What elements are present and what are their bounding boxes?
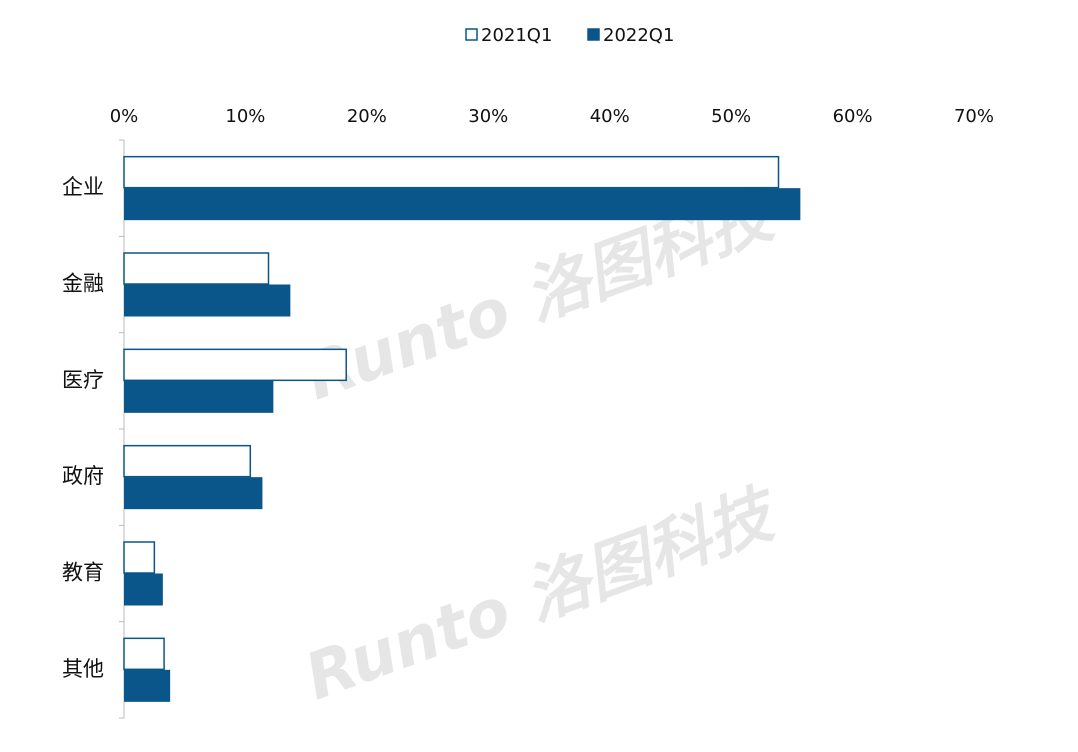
- bar: [124, 573, 163, 606]
- x-tick-label: 30%: [468, 106, 508, 127]
- x-tick-label: 20%: [347, 106, 387, 127]
- bar: [124, 669, 171, 702]
- legend-swatch: [587, 28, 600, 41]
- y-tick-label: 政府: [62, 464, 104, 488]
- x-tick-label: 40%: [590, 106, 630, 127]
- bar: [123, 444, 252, 478]
- y-tick-label: 医疗: [62, 368, 104, 392]
- bar: [123, 637, 165, 671]
- bar: [124, 284, 291, 317]
- x-tick-label: 10%: [225, 106, 265, 127]
- bar: [123, 252, 270, 285]
- bar: [124, 477, 263, 510]
- watermark: Runto 洛图科技: [296, 476, 789, 716]
- y-tick-label: 其他: [62, 657, 104, 681]
- bar: [124, 188, 801, 221]
- bar: [123, 348, 347, 382]
- x-tick-label: 60%: [833, 106, 873, 127]
- bar: [123, 155, 780, 189]
- y-tick-label: 金融: [62, 272, 104, 296]
- bar: [124, 380, 274, 413]
- x-tick-label: 0%: [110, 106, 139, 127]
- legend-swatch: [465, 28, 478, 41]
- x-tick-label: 70%: [954, 106, 994, 127]
- legend-label: 2021Q1: [481, 25, 552, 46]
- y-tick-label: 企业: [62, 175, 104, 199]
- bar: [123, 541, 156, 574]
- legend-label: 2022Q1: [603, 25, 674, 46]
- x-tick-label: 50%: [711, 106, 751, 127]
- y-tick-label: 教育: [62, 561, 104, 585]
